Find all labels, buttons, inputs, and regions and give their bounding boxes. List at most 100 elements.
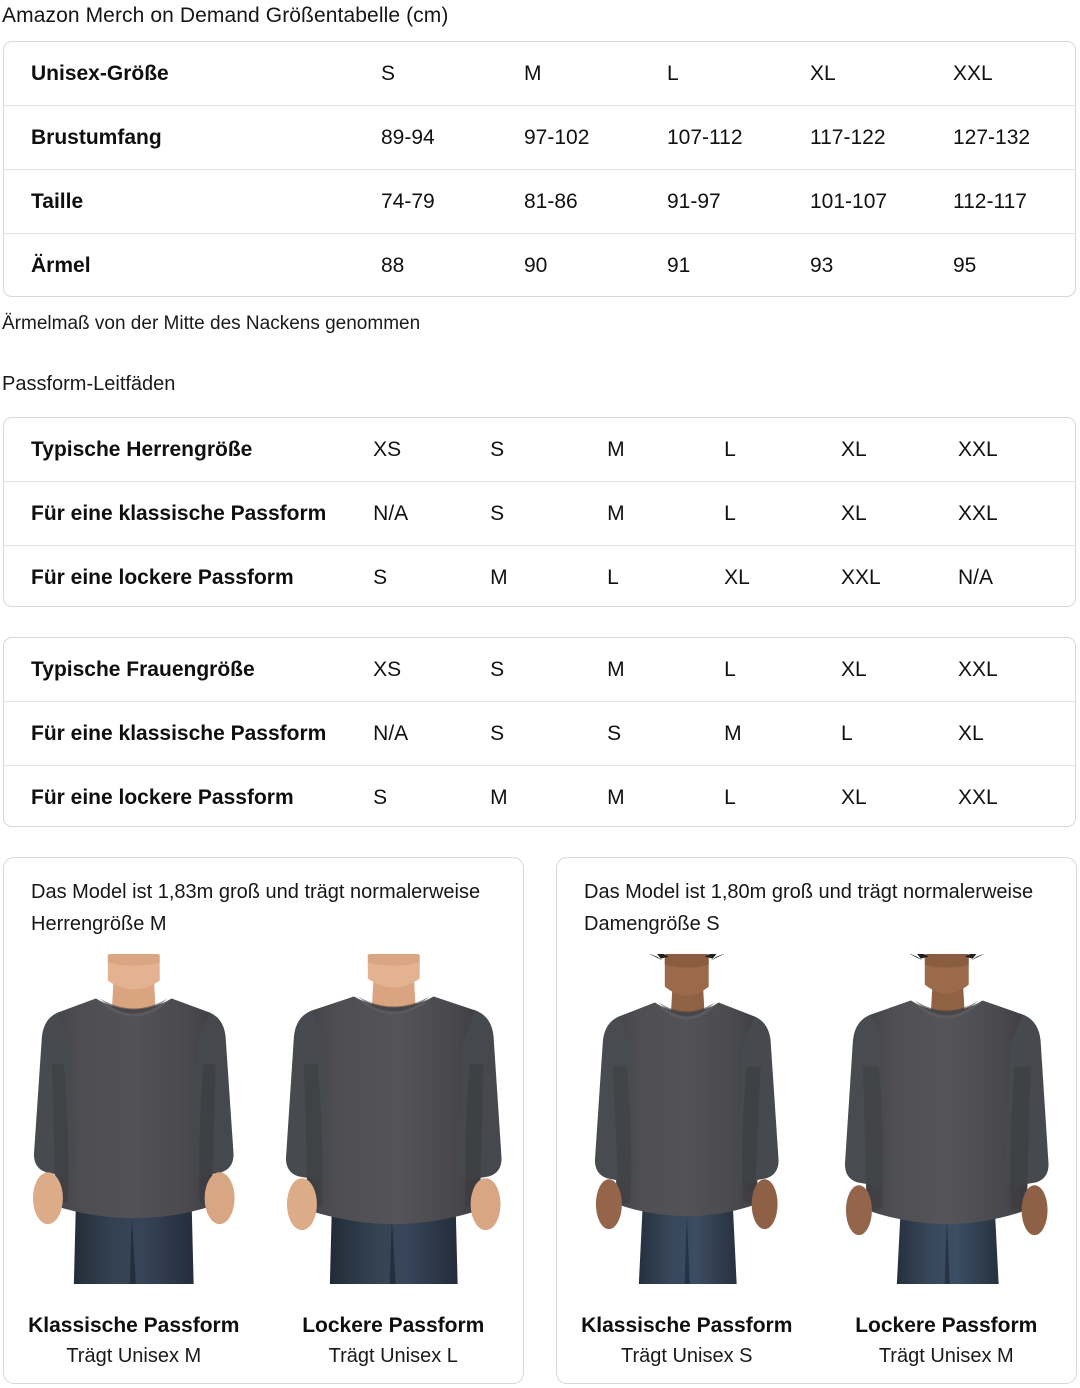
male-relaxed-fit-illustration <box>264 954 524 1284</box>
cell-xxl: 95 <box>953 254 977 277</box>
female-classic-fit-illustration <box>557 954 817 1284</box>
cell-xl: L <box>841 721 853 745</box>
cell-xs: N/A <box>373 501 409 525</box>
row-label: Für eine lockere Passform <box>31 566 294 589</box>
cell-xxl: XL <box>958 721 984 745</box>
cell-m: M <box>607 786 625 809</box>
men-fit-guide-table: Typische Herrengröße XS S M L XL XXL Für… <box>3 417 1076 607</box>
row-label: Ärmel <box>31 254 91 277</box>
cell-xxl: 127-132 <box>953 125 1031 149</box>
row-label: Für eine klassische Passform <box>31 721 327 745</box>
men-classic-fit-figure <box>4 954 264 1284</box>
women-relaxed-caption: Lockere Passform Trägt Unisex M <box>817 1311 1077 1371</box>
sleeve-measurement-note: Ärmelmaß von der Mitte des Nackens genom… <box>2 313 421 334</box>
cell-xs: XS <box>373 657 402 681</box>
women-fit-guide-table: Typische Frauengröße XS S M L XL XXL Für… <box>3 637 1076 827</box>
men-figures <box>4 954 523 1284</box>
row-label: Brustumfang <box>31 125 162 149</box>
cell-m: M <box>524 61 542 85</box>
fit-title: Klassische Passform <box>581 1314 793 1337</box>
cell-xl: XXL <box>841 566 881 589</box>
cell-m: M <box>607 657 625 681</box>
table-row: Taille 74-79 81-86 91-97 101-107 112-117 <box>4 170 1075 234</box>
cell-l: 107-112 <box>667 125 743 149</box>
cell-s: M <box>490 786 508 809</box>
cell-xl: XL <box>841 786 867 809</box>
cell-s: S <box>381 61 396 85</box>
women-classic-caption: Klassische Passform Trägt Unisex S <box>557 1311 817 1371</box>
cell-s: 88 <box>381 254 405 277</box>
fit-wears: Trägt Unisex M <box>66 1345 202 1367</box>
table-row: Für eine lockere Passform S M L XL XXL N… <box>4 546 1075 606</box>
cell-l: L <box>724 786 736 809</box>
cell-l: L <box>724 657 736 681</box>
cell-xl: XL <box>841 437 867 461</box>
men-model-card: Das Model ist 1,83m groß und trägt norma… <box>3 857 524 1384</box>
unisex-size-table: Unisex-Größe S M L XL XXL Brustumfang 89… <box>3 41 1076 297</box>
cell-xxl: XXL <box>953 61 993 85</box>
cell-m: M <box>607 501 625 525</box>
female-relaxed-fit-illustration <box>817 954 1077 1284</box>
table-row: Typische Herrengröße XS S M L XL XXL <box>4 418 1075 482</box>
cell-l: L <box>724 437 736 461</box>
cell-xs: N/A <box>373 721 409 745</box>
cell-s: S <box>490 437 505 461</box>
fit-title: Klassische Passform <box>28 1314 240 1337</box>
cell-m: 81-86 <box>524 189 578 213</box>
table-row: Für eine klassische Passform N/A S M L X… <box>4 482 1075 546</box>
cell-xs: S <box>373 786 388 809</box>
cell-xl: XL <box>810 61 836 85</box>
table-row: Ärmel 88 90 91 93 95 <box>4 234 1075 296</box>
cell-xxl: XXL <box>958 786 998 809</box>
cell-l: M <box>724 721 742 745</box>
women-model-note: Das Model ist 1,80m groß und trägt norma… <box>584 881 1034 935</box>
cell-xxl: 112-117 <box>953 189 1027 213</box>
cell-s: S <box>490 657 505 681</box>
row-label: Für eine klassische Passform <box>31 501 327 525</box>
cell-m: M <box>607 437 625 461</box>
table-row: Brustumfang 89-94 97-102 107-112 117-122… <box>4 106 1075 170</box>
cell-s: M <box>490 566 508 589</box>
row-label: Typische Frauengröße <box>31 657 255 681</box>
cell-xxl: N/A <box>958 566 994 589</box>
row-label: Unisex-Größe <box>31 61 169 85</box>
men-relaxed-caption: Lockere Passform Trägt Unisex L <box>264 1311 524 1371</box>
cell-s: S <box>490 501 505 525</box>
page-title: Amazon Merch on Demand Größentabelle (cm… <box>2 4 449 27</box>
men-model-note: Das Model ist 1,83m groß und trägt norma… <box>31 881 481 935</box>
fit-wears: Trägt Unisex S <box>620 1345 753 1367</box>
cell-s: 74-79 <box>381 189 435 213</box>
cell-xs: S <box>373 566 388 589</box>
cell-s: S <box>490 721 505 745</box>
cell-xl: XL <box>841 501 867 525</box>
row-label: Für eine lockere Passform <box>31 786 294 809</box>
cell-xl: 93 <box>810 254 834 277</box>
cell-s: 89-94 <box>381 125 435 149</box>
cell-xl: XL <box>841 657 867 681</box>
cell-l: L <box>667 61 679 85</box>
women-model-card: Das Model ist 1,80m groß und trägt norma… <box>556 857 1077 1384</box>
men-classic-caption: Klassische Passform Trägt Unisex M <box>4 1311 264 1371</box>
row-label: Taille <box>31 189 84 213</box>
table-row: Für eine klassische Passform N/A S S M L… <box>4 702 1075 766</box>
cell-xs: XS <box>373 437 402 461</box>
table-row: Typische Frauengröße XS S M L XL XXL <box>4 638 1075 702</box>
men-captions: Klassische Passform Trägt Unisex M Locke… <box>4 1311 523 1371</box>
cell-xl: 101-107 <box>810 189 888 213</box>
cell-m: L <box>607 566 619 589</box>
table-row: Unisex-Größe S M L XL XXL <box>4 42 1075 106</box>
cell-l: XL <box>724 566 750 589</box>
cell-l: 91 <box>667 254 691 277</box>
women-relaxed-fit-figure <box>817 954 1077 1284</box>
fit-title: Lockere Passform <box>302 1314 485 1337</box>
row-label: Typische Herrengröße <box>31 437 253 461</box>
cell-xxl: XXL <box>958 657 998 681</box>
male-classic-fit-illustration <box>4 954 264 1284</box>
fit-guide-heading: Passform-Leitfäden <box>2 373 176 395</box>
cell-l: 91-97 <box>667 189 721 213</box>
women-figures <box>557 954 1076 1284</box>
cell-xl: 117-122 <box>810 125 886 149</box>
cell-m: S <box>607 721 622 745</box>
cell-m: 90 <box>524 254 548 277</box>
